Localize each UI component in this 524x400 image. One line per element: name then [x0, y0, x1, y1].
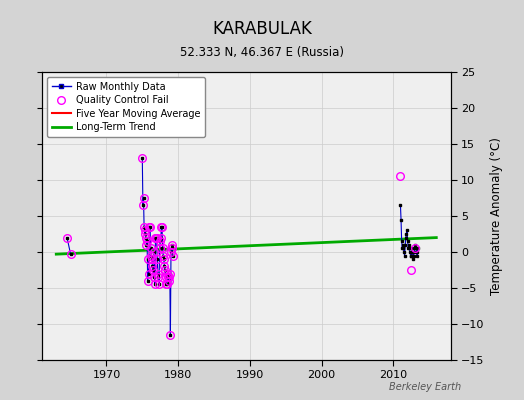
- Text: Berkeley Earth: Berkeley Earth: [389, 382, 461, 392]
- Text: KARABULAK: KARABULAK: [212, 20, 312, 38]
- Y-axis label: Temperature Anomaly (°C): Temperature Anomaly (°C): [490, 137, 503, 295]
- Legend: Raw Monthly Data, Quality Control Fail, Five Year Moving Average, Long-Term Tren: Raw Monthly Data, Quality Control Fail, …: [47, 77, 205, 137]
- Text: 52.333 N, 46.367 E (Russia): 52.333 N, 46.367 E (Russia): [180, 46, 344, 59]
